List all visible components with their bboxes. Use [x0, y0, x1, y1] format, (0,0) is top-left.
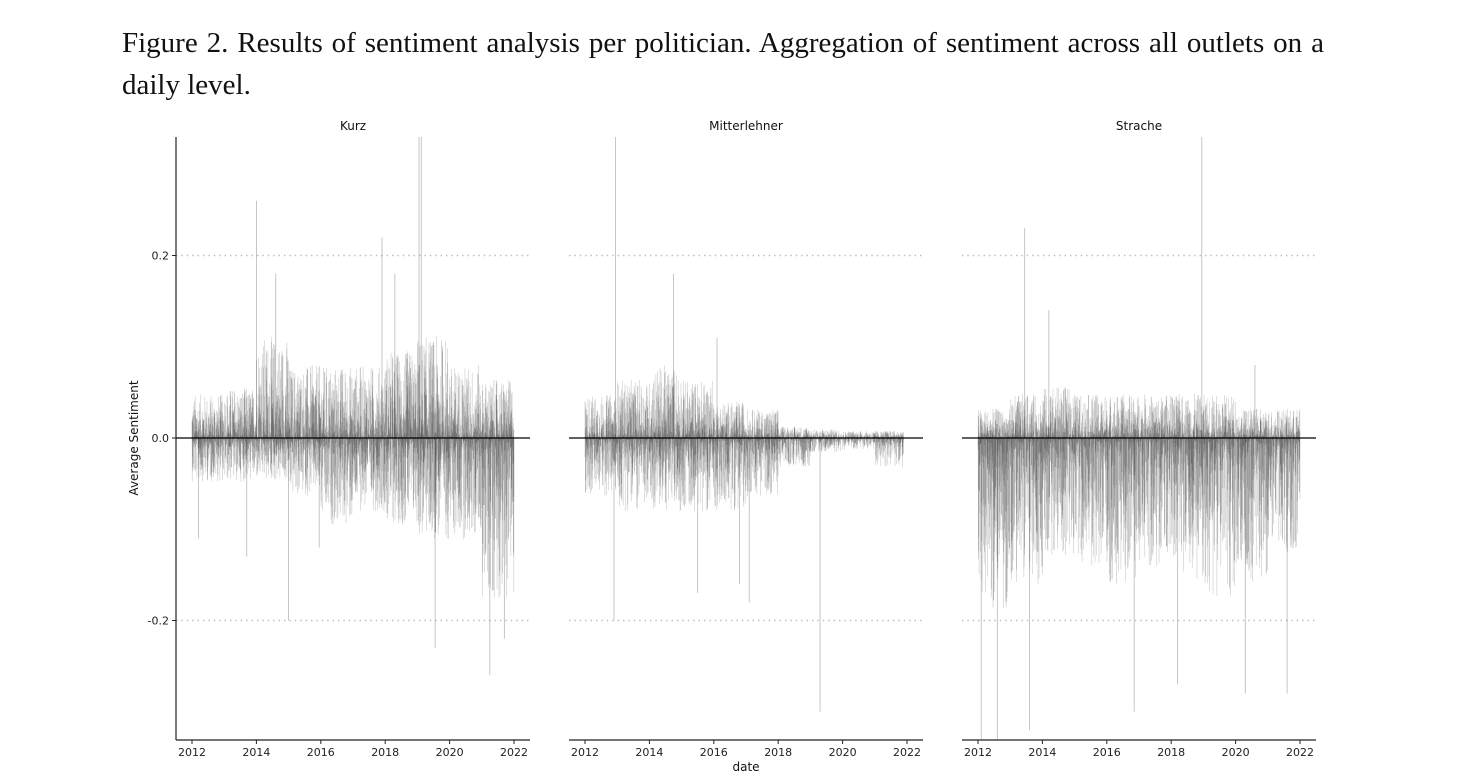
x-tick-label: 2014 — [242, 746, 270, 759]
x-tick-label: 2016 — [307, 746, 335, 759]
panel-kurz: Kurz 2012 2014 2016 2018 2020 2022 — [176, 119, 530, 759]
x-tick-label: 2012 — [178, 746, 206, 759]
panel-title: Kurz — [340, 119, 366, 133]
x-tick-label: 2022 — [500, 746, 528, 759]
x-tick-label: 2018 — [371, 746, 399, 759]
panel-title: Mitterlehner — [709, 119, 783, 133]
x-tick-label: 2020 — [436, 746, 464, 759]
figure-caption: Figure 2. Results of sentiment analysis … — [122, 27, 1324, 101]
